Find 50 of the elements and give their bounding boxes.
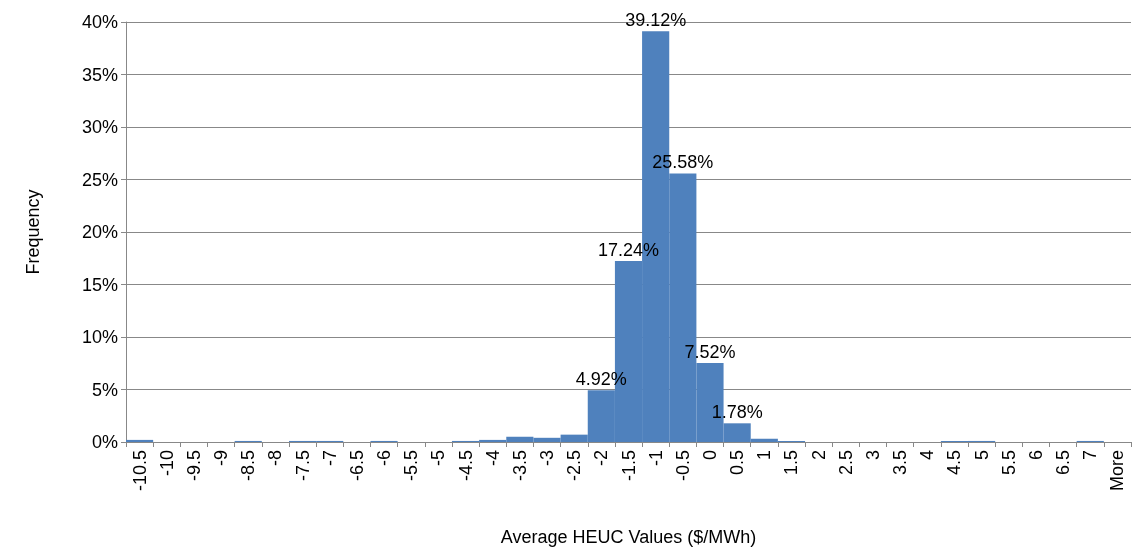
x-tick-label: 3.5 [890, 450, 911, 476]
bar [126, 439, 154, 442]
x-tick-label: More [1107, 450, 1128, 492]
y-tick-label: 10% [81, 327, 118, 347]
x-tick-label: -7 [319, 450, 340, 467]
x-tick-label: 1 [754, 450, 775, 461]
y-tick-label: 20% [81, 222, 118, 242]
x-tick-label: -10.5 [129, 450, 150, 492]
x-tick-label: -9 [211, 450, 232, 467]
y-tick-label: 25% [81, 169, 118, 190]
x-tick-label: -4 [482, 450, 503, 467]
x-tick-label: -6.5 [346, 450, 367, 482]
x-tick-label: 4 [917, 450, 938, 461]
x-tick-label: 0.5 [727, 450, 748, 476]
y-tick-label: 30% [81, 117, 118, 137]
x-tick-label: 4.5 [944, 450, 965, 476]
x-tick-label: -3.5 [509, 450, 530, 482]
x-tick-label: 1.5 [781, 450, 802, 476]
y-tick-label: 15% [81, 274, 118, 295]
x-axis-title: Average HEUC Values ($/MWh) [500, 527, 757, 547]
x-tick-label: -9.5 [183, 450, 204, 482]
x-tick-label: 5 [971, 450, 992, 461]
x-tick-label: -0.5 [672, 450, 693, 482]
x-tick-label: -1.5 [618, 450, 639, 482]
y-tick-label: 35% [81, 64, 118, 85]
y-axis-title: Frequency [23, 189, 43, 275]
x-tick-label: -4.5 [455, 450, 476, 482]
x-tick-label: -2.5 [564, 450, 585, 482]
x-tick-label: -6 [374, 450, 395, 467]
x-tick-label: -7.5 [292, 450, 313, 482]
y-tick-label: 0% [91, 432, 118, 452]
x-tick-label: 2 [808, 450, 829, 461]
x-tick-label: 0 [699, 450, 720, 461]
x-tick-label: 5.5 [998, 450, 1019, 476]
x-tick-label: -10 [156, 450, 177, 477]
y-tick-label: 5% [91, 379, 118, 400]
x-tick-label: 6.5 [1053, 450, 1074, 476]
data-label: 39.12% [625, 10, 687, 31]
x-tick-label: -8.5 [238, 450, 259, 482]
x-tick-label: -5.5 [401, 450, 422, 482]
x-tick-label: -5 [428, 450, 449, 467]
x-tick-label: 2.5 [835, 450, 856, 476]
x-tick-label: -1 [645, 450, 666, 467]
x-tick-label: -8 [265, 450, 286, 467]
x-tick-label: -2 [591, 450, 612, 467]
x-tick-label: 3 [862, 450, 883, 461]
x-tick-label: -3 [537, 450, 558, 467]
x-tick-label: 6 [1025, 450, 1046, 461]
x-tick-label: 7 [1080, 450, 1101, 461]
y-tick-label: 40% [81, 12, 118, 32]
